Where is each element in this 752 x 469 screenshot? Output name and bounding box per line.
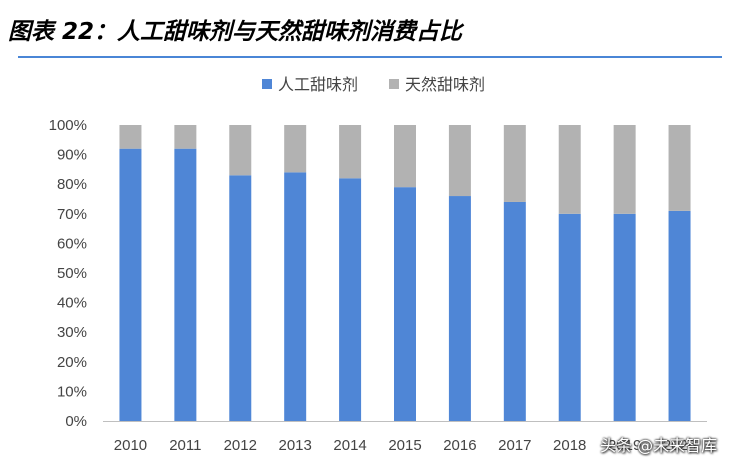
legend-label-1: 人工甜味剂 xyxy=(278,75,358,94)
x-tick-label: 2014 xyxy=(333,437,366,454)
bar-segment-1 xyxy=(503,201,526,421)
legend-swatch-1 xyxy=(262,79,272,89)
x-tick-label: 2019 xyxy=(608,437,641,454)
figure-title: 图表 22：人工甜味剂与天然甜味剂消费占比 xyxy=(8,19,463,45)
watermark: 头条 @未来智库 xyxy=(600,436,718,455)
bar-segment-1 xyxy=(613,213,636,421)
bar-segment-2 xyxy=(668,125,691,211)
bar-segment-1 xyxy=(339,178,362,421)
bar-segment-2 xyxy=(229,125,252,176)
x-tick-label: 2017 xyxy=(498,437,531,454)
legend: 人工甜味剂 天然甜味剂 xyxy=(262,75,485,94)
bar-segment-2 xyxy=(613,125,636,214)
bar-segment-2 xyxy=(339,125,362,179)
bar-segment-2 xyxy=(284,125,307,173)
bar-segment-2 xyxy=(119,125,142,149)
bars xyxy=(119,125,691,421)
x-tick-label: 2018 xyxy=(553,437,586,454)
bar-segment-2 xyxy=(174,125,197,149)
x-tick-label: 2020 xyxy=(663,437,696,454)
bar-segment-1 xyxy=(448,196,471,421)
y-tick-label: 70% xyxy=(57,206,87,223)
bar-segment-1 xyxy=(284,172,307,421)
bar-segment-2 xyxy=(448,125,471,197)
bar-segment-2 xyxy=(558,125,581,214)
x-tick-label: 2015 xyxy=(388,437,421,454)
bar-segment-1 xyxy=(174,148,197,421)
x-tick-label: 2013 xyxy=(278,437,311,454)
x-tick-label: 2012 xyxy=(224,437,257,454)
x-tick-label: 2011 xyxy=(169,437,201,454)
y-tick-label: 30% xyxy=(57,324,87,341)
x-tick-label: 2016 xyxy=(443,437,476,454)
y-tick-label: 10% xyxy=(57,383,87,400)
bar-segment-2 xyxy=(503,125,526,202)
y-tick-label: 60% xyxy=(57,235,87,252)
x-axis: 2010 2011 2012 2013 2014 2015 2016 2017 2018 2019… xyxy=(103,421,707,454)
y-tick-label: 40% xyxy=(57,295,87,312)
legend-swatch-2 xyxy=(389,79,399,89)
y-tick-label: 0% xyxy=(65,413,87,430)
bar-segment-1 xyxy=(558,213,581,421)
bar-segment-2 xyxy=(394,125,416,188)
y-axis: 0% 10% 20% 30% 40% 50% 60% 70% 80% 90% 100% xyxy=(49,117,87,430)
title-underline xyxy=(18,56,722,58)
y-tick-label: 20% xyxy=(57,354,87,371)
x-tick-label: 2010 xyxy=(114,437,147,454)
legend-label-2: 天然甜味剂 xyxy=(405,75,485,94)
y-tick-label: 100% xyxy=(49,117,87,134)
bar-segment-1 xyxy=(394,187,416,421)
bar-segment-1 xyxy=(119,148,142,421)
bar-segment-1 xyxy=(668,210,691,421)
y-tick-label: 50% xyxy=(57,265,87,282)
y-tick-label: 90% xyxy=(57,147,87,164)
y-tick-label: 80% xyxy=(57,176,87,193)
bar-segment-1 xyxy=(229,175,252,421)
